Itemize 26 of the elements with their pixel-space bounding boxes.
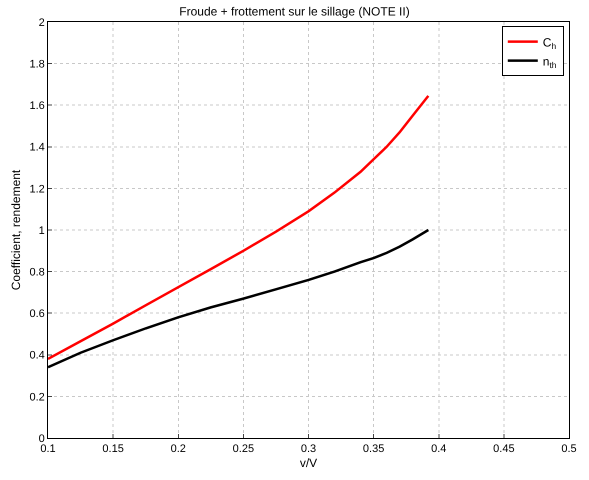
legend-label: C$_{h}$ bbox=[542, 35, 556, 51]
y-tick-label: 1.6 bbox=[30, 100, 45, 112]
x-tick-label: 0.25 bbox=[232, 443, 254, 456]
y-axis-title: Coefficient, rendement bbox=[8, 169, 23, 290]
y-tick-label: 1.2 bbox=[30, 183, 45, 196]
x-tick-label: 0.1 bbox=[40, 443, 56, 456]
x-tick-label: 0.2 bbox=[170, 443, 186, 456]
x-tick-label: 0.5 bbox=[561, 443, 577, 456]
x-tick-label: 0.3 bbox=[300, 443, 316, 456]
x-axis-title: v/V bbox=[300, 456, 318, 470]
y-tick-label: 0.6 bbox=[30, 308, 45, 320]
legend-label: n$_{th}$ bbox=[542, 54, 557, 70]
y-tick-label: 1.8 bbox=[30, 58, 45, 70]
y-tick-label: 2 bbox=[38, 16, 45, 29]
y-tick-label: 1 bbox=[38, 224, 45, 237]
y-tick-label: 0.2 bbox=[30, 391, 45, 404]
y-tick-label: 0 bbox=[38, 432, 45, 445]
line-series bbox=[48, 94, 430, 360]
x-tick-label: 0.15 bbox=[102, 443, 124, 456]
y-tick-label: 0.8 bbox=[30, 266, 45, 278]
x-tick-label: 0.35 bbox=[362, 443, 384, 456]
x-tick-label: 0.4 bbox=[431, 443, 446, 456]
y-tick-label: 0.4 bbox=[30, 350, 45, 362]
x-tick-label: 0.45 bbox=[493, 443, 515, 456]
chart-title: Froude + frottement sur le sillage (NOTE II) bbox=[179, 4, 410, 19]
y-tick-label: 1.4 bbox=[30, 142, 45, 154]
